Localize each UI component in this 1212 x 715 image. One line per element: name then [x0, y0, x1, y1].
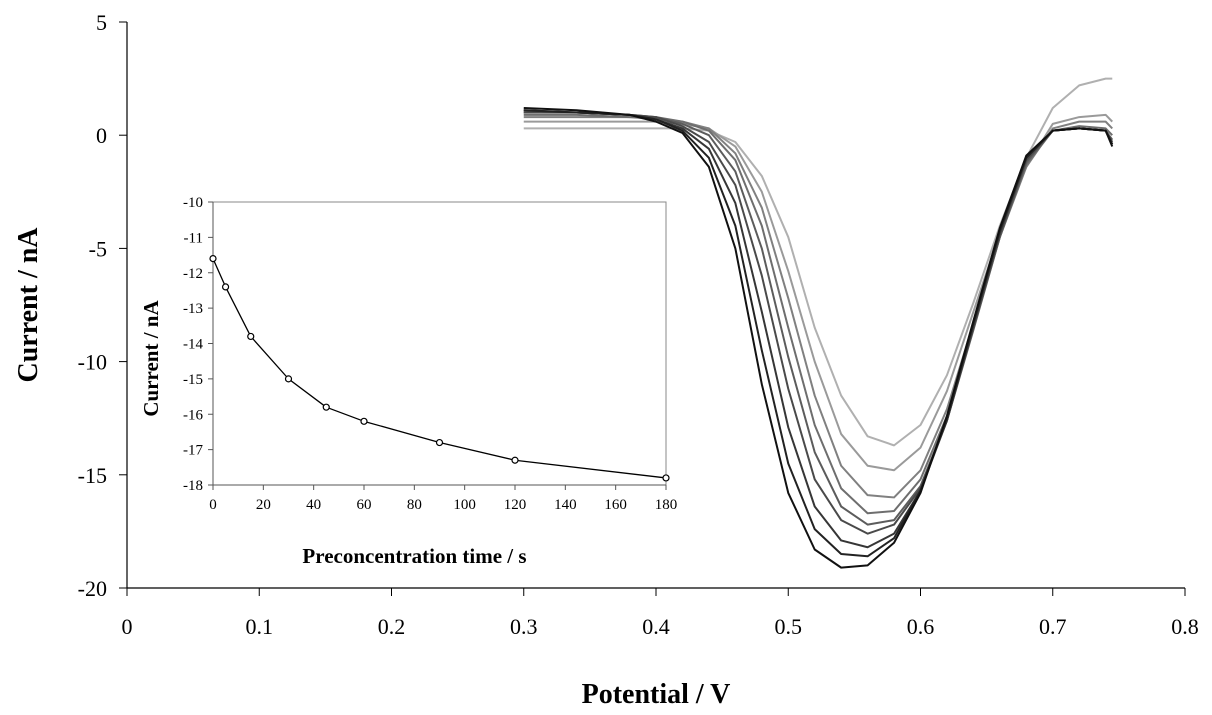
inset-data-point	[221, 283, 230, 291]
main-series-line-1	[523, 77, 1113, 447]
main-y-tick-label: -20	[78, 576, 107, 601]
main-y-tick-label: -5	[89, 236, 107, 261]
main-x-tick-label: 0.8	[1171, 614, 1199, 639]
main-x-tick-label: 0.2	[378, 614, 406, 639]
inset-y-tick-label: -10	[183, 195, 203, 211]
inset-data-point	[209, 255, 217, 263]
inset-y-tick-label: -14	[183, 337, 203, 353]
inset-data-point	[247, 332, 255, 341]
inset-data-point	[435, 438, 444, 447]
main-x-tick-label: 0.4	[642, 614, 670, 639]
main-x-tick-label: 0.3	[510, 614, 538, 639]
main-x-axis-title: Potential / V	[582, 679, 731, 710]
main-x-tick-label: 0.1	[246, 614, 274, 639]
inset-x-tick-label: 160	[604, 497, 627, 513]
inset-x-tick-label: 120	[504, 497, 527, 513]
inset-y-axis-title: Current / nA	[139, 300, 163, 417]
inset-data-point	[511, 456, 519, 464]
main-y-tick-label: -10	[78, 350, 107, 375]
inset-data-point	[662, 474, 670, 482]
inset-x-axis-title: Preconcentration time / s	[302, 544, 526, 568]
main-x-tick-label: 0	[122, 614, 133, 639]
inset-x-tick-label: 40	[306, 497, 321, 513]
main-y-tick-label: 0	[96, 123, 107, 148]
inset-plot-area	[212, 201, 667, 486]
inset-y-tick-label: -15	[183, 372, 203, 388]
inset-data-point	[284, 375, 293, 383]
inset-y-tick-label: -17	[183, 443, 203, 459]
main-y-tick-label: -15	[78, 463, 107, 488]
inset-x-tick-label: 100	[453, 497, 476, 513]
main-x-tick-label: 0.6	[907, 614, 935, 639]
inset-x-tick-label: 80	[407, 497, 422, 513]
inset-data-point	[322, 403, 330, 411]
inset-data-point	[360, 417, 368, 425]
main-series-line-9	[523, 107, 1114, 569]
inset-x-tick-label: 140	[554, 497, 577, 513]
inset-x-tick-label: 20	[256, 497, 271, 513]
main-x-tick-label: 0.7	[1039, 614, 1067, 639]
inset-y-tick-label: -18	[183, 478, 203, 494]
inset-y-tick-label: -16	[183, 407, 203, 423]
main-x-tick-label: 0.5	[775, 614, 803, 639]
inset-x-tick-label: 180	[655, 497, 678, 513]
main-y-axis-title: Current / nA	[13, 227, 44, 383]
inset-y-tick-label: -13	[183, 301, 203, 317]
inset-y-tick-label: -12	[183, 266, 203, 282]
inset-y-tick-label: -11	[184, 230, 203, 246]
inset-x-tick-label: 60	[357, 497, 372, 513]
main-y-tick-label: 5	[96, 10, 107, 35]
inset-x-tick-label: 0	[209, 497, 217, 513]
